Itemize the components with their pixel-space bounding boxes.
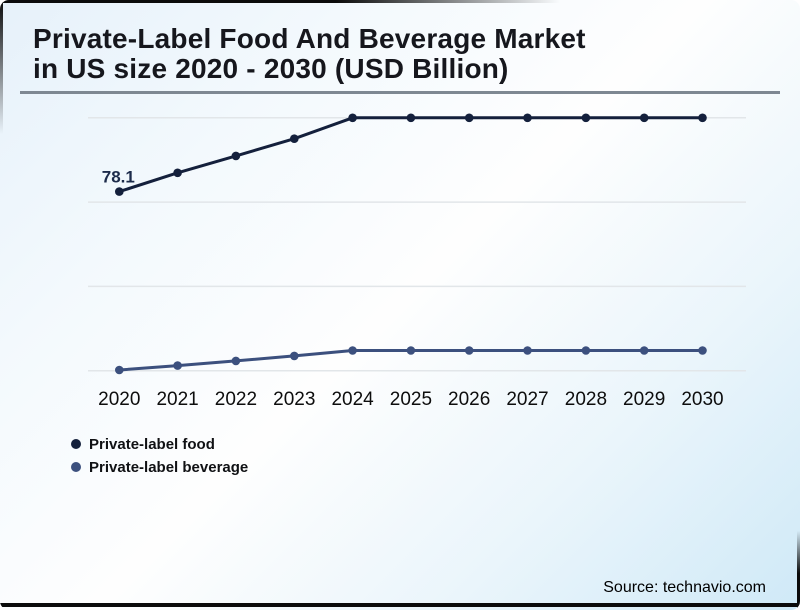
source-credit: Source: technavio.com xyxy=(603,579,766,596)
frame-border-right xyxy=(797,0,800,610)
private-label-food-point-marker xyxy=(581,113,591,123)
year-tick-label: 2021 xyxy=(156,389,198,410)
private-label-food-point-marker xyxy=(115,187,124,196)
private-label-food-point-marker xyxy=(348,113,357,123)
private-label-food-point-marker xyxy=(173,168,182,178)
year-tick-label: 2027 xyxy=(506,389,548,410)
private-label-beverage-point-marker xyxy=(173,361,182,370)
private-label-beverage-point-marker xyxy=(115,365,124,375)
private-label-beverage-point-marker xyxy=(231,356,241,366)
legend-label-beverage: Private-label beverage xyxy=(89,458,249,476)
legend-item-beverage: Private-label beverage xyxy=(71,458,249,476)
year-tick-label: 2026 xyxy=(448,389,490,410)
private-label-beverage-point-marker xyxy=(406,346,416,355)
page-title-line1: Private-Label Food And Beverage Market xyxy=(33,23,586,54)
page-title: Private-Label Food And Beverage Market i… xyxy=(33,24,586,84)
year-tick-label: 2028 xyxy=(565,389,607,410)
private-label-food-point-marker xyxy=(231,151,241,161)
private-label-food-point-marker xyxy=(290,134,299,143)
private-label-beverage-point-marker xyxy=(698,346,707,355)
private-label-beverage-point-marker xyxy=(464,346,474,355)
beverage-series-marker-icon xyxy=(71,462,81,472)
frame-border-left xyxy=(0,0,3,610)
private-label-beverage-point-marker xyxy=(290,351,299,361)
private-label-beverage-point-marker xyxy=(581,346,591,355)
private-label-food-point-marker xyxy=(639,113,649,123)
frame-border-top xyxy=(0,0,800,3)
legend-label-food: Private-label food xyxy=(89,435,215,453)
year-tick-label: 2024 xyxy=(331,389,374,410)
private-label-beverage-point-marker xyxy=(348,346,357,355)
private-label-food-point-marker xyxy=(464,113,474,123)
private-label-beverage-point-marker xyxy=(639,346,649,355)
private-label-food-point-marker xyxy=(698,113,707,123)
legend-item-food: Private-label food xyxy=(71,435,248,453)
frame-border-bottom xyxy=(0,603,800,607)
year-tick-label: 2020 xyxy=(98,389,140,410)
private-label-food-point-marker xyxy=(523,113,532,123)
private-label-beverage-point-marker xyxy=(523,346,532,355)
chart-legend: Private-label food Private-label beverag… xyxy=(71,436,248,482)
series-data-label: 78.1 xyxy=(102,168,135,187)
year-tick-label: 2030 xyxy=(681,389,723,410)
private-label-food-point-marker xyxy=(406,113,416,123)
food-series-marker-icon xyxy=(71,439,81,449)
year-tick-label: 2029 xyxy=(623,389,665,410)
page-title-line2: in US size 2020 - 2030 (USD Billion) xyxy=(33,53,509,84)
private-label-food-line xyxy=(118,116,703,194)
title-divider xyxy=(20,91,780,94)
year-tick-label: 2025 xyxy=(390,389,432,410)
year-tick-label: 2023 xyxy=(273,389,315,410)
year-tick-label: 2022 xyxy=(215,389,257,410)
